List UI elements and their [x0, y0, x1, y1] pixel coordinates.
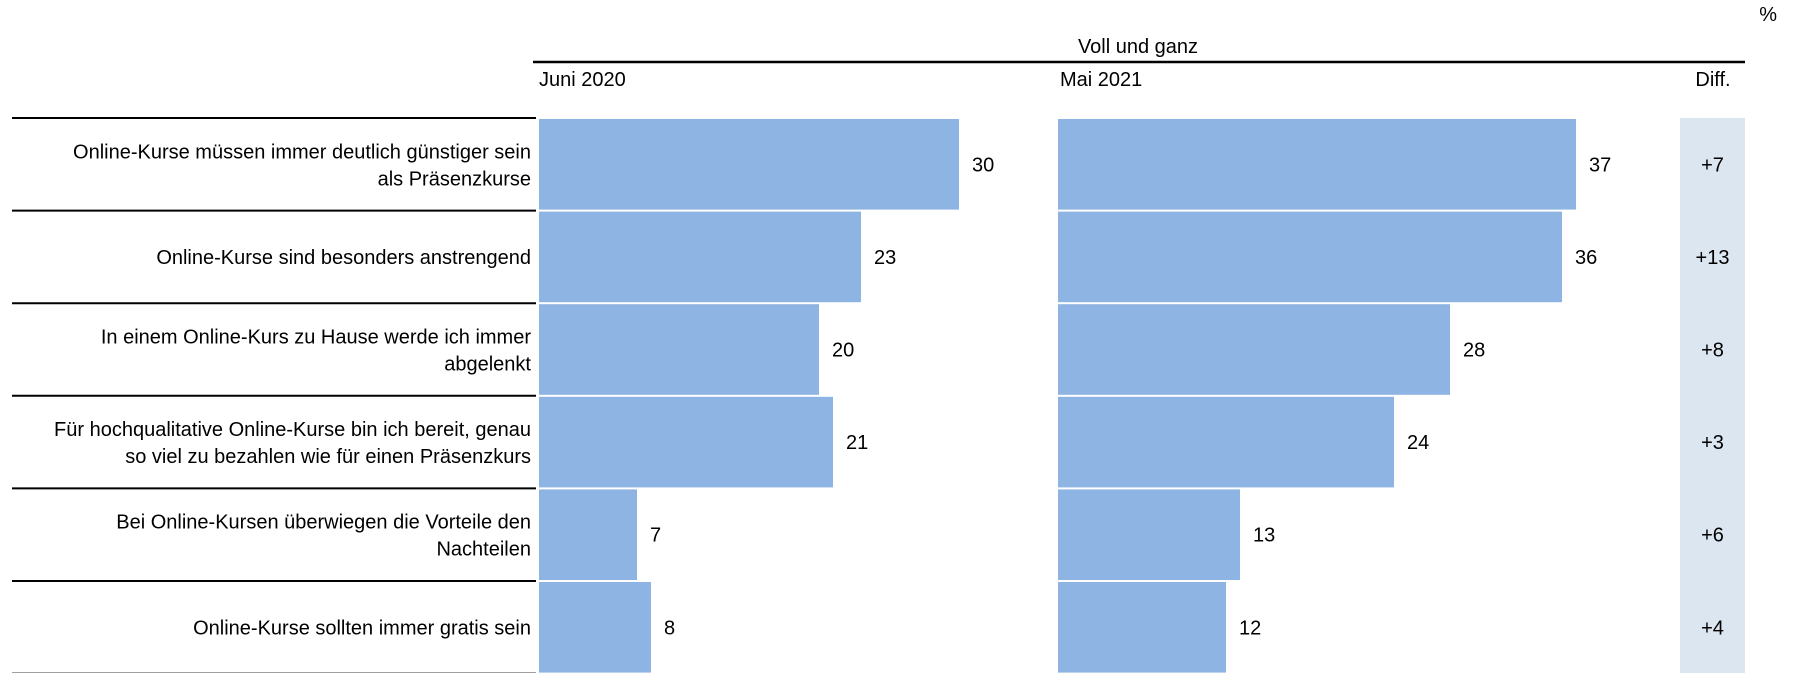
series-2-label: Mai 2021 [1060, 69, 1142, 91]
value-label: 12 [1239, 617, 1261, 639]
category-label: Für hochqualitative Online-Kurse bin ich… [54, 419, 531, 441]
bar [1058, 211, 1562, 303]
bar [1058, 396, 1394, 488]
bar [539, 211, 861, 303]
bar [539, 489, 637, 580]
diff-label: +7 [1701, 154, 1724, 176]
category-label: Online-Kurse sollten immer gratis sein [193, 617, 531, 639]
unit-label: % [1759, 4, 1777, 26]
bar [1058, 489, 1240, 580]
bar [539, 119, 959, 210]
diff-column-bg [1680, 118, 1745, 673]
value-label: 37 [1589, 154, 1611, 176]
category-label: Bei Online-Kursen überwiegen die Vorteil… [116, 512, 531, 534]
category-label: Online-Kurse sind besonders anstrengend [156, 247, 531, 269]
diff-label: +8 [1701, 340, 1724, 362]
bar [539, 396, 833, 488]
value-label: 23 [874, 247, 896, 269]
category-label: abgelenkt [444, 354, 531, 376]
diff-label: +3 [1701, 432, 1724, 454]
category-label: als Präsenzkurse [378, 168, 531, 190]
value-label: 30 [972, 154, 994, 176]
value-label: 8 [664, 617, 675, 639]
value-label: 13 [1253, 525, 1275, 547]
bar [1058, 582, 1226, 673]
bar [1058, 304, 1450, 395]
diff-label: +6 [1701, 525, 1724, 547]
diff-header: Diff. [1695, 69, 1730, 91]
series-1-label: Juni 2020 [539, 69, 626, 91]
bar [539, 304, 819, 395]
category-label: In einem Online-Kurs zu Hause werde ich … [101, 327, 532, 349]
value-label: 20 [832, 340, 854, 362]
value-label: 36 [1575, 247, 1597, 269]
value-label: 21 [846, 432, 868, 454]
diff-label: +13 [1696, 247, 1730, 269]
diff-label: +4 [1701, 617, 1724, 639]
bar [1058, 119, 1576, 210]
bar [539, 582, 651, 673]
category-label: Nachteilen [436, 539, 531, 561]
value-label: 24 [1407, 432, 1429, 454]
chart-header: Voll und ganz [1078, 36, 1198, 58]
category-label: so viel zu bezahlen wie für einen Präsen… [125, 446, 531, 468]
value-label: 7 [650, 525, 661, 547]
chart-rows: Online-Kurse müssen immer deutlich günst… [12, 117, 1745, 673]
category-label: Online-Kurse müssen immer deutlich günst… [73, 141, 531, 163]
value-label: 28 [1463, 340, 1485, 362]
